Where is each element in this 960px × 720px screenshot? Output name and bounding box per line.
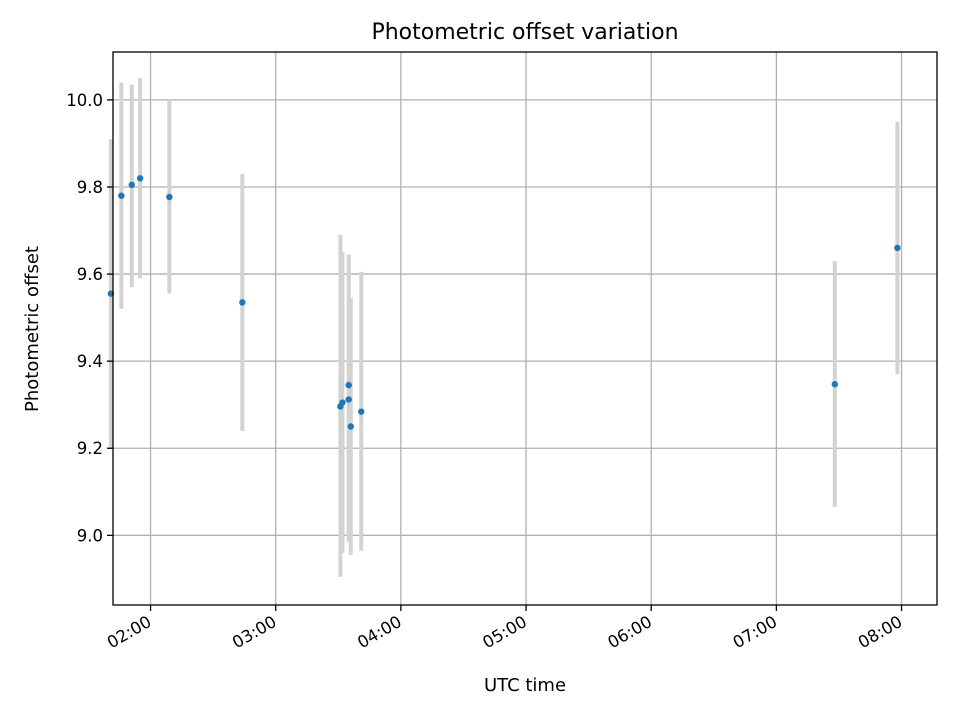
data-point	[345, 396, 352, 403]
y-tick-label: 9.2	[77, 439, 103, 458]
data-point	[358, 408, 365, 415]
data-point	[831, 381, 838, 388]
data-point	[339, 399, 346, 406]
data-point	[166, 193, 173, 201]
chart-title: Photometric offset variation	[371, 20, 678, 45]
plot-frame	[112, 51, 938, 606]
data-point	[136, 175, 144, 182]
data-point	[345, 381, 352, 389]
y-tick-label: 9.8	[77, 178, 103, 197]
y-axis-label: Photometric offset	[22, 246, 43, 412]
data-points	[107, 175, 901, 430]
y-axis-ticks: 9.0 9.2 9.4 9.6 9.8 10.0	[66, 91, 113, 545]
data-point	[239, 299, 246, 306]
y-tick-label: 9.0	[77, 526, 103, 545]
y-tick-label: 10.0	[66, 91, 103, 110]
data-point	[118, 192, 125, 199]
grid	[113, 52, 937, 605]
data-point	[347, 423, 355, 430]
y-tick-label: 9.4	[77, 352, 103, 371]
y-tick-label: 9.6	[77, 265, 103, 284]
x-axis-label: UTC time	[484, 675, 566, 696]
data-point	[128, 181, 135, 189]
data-point	[894, 244, 901, 252]
